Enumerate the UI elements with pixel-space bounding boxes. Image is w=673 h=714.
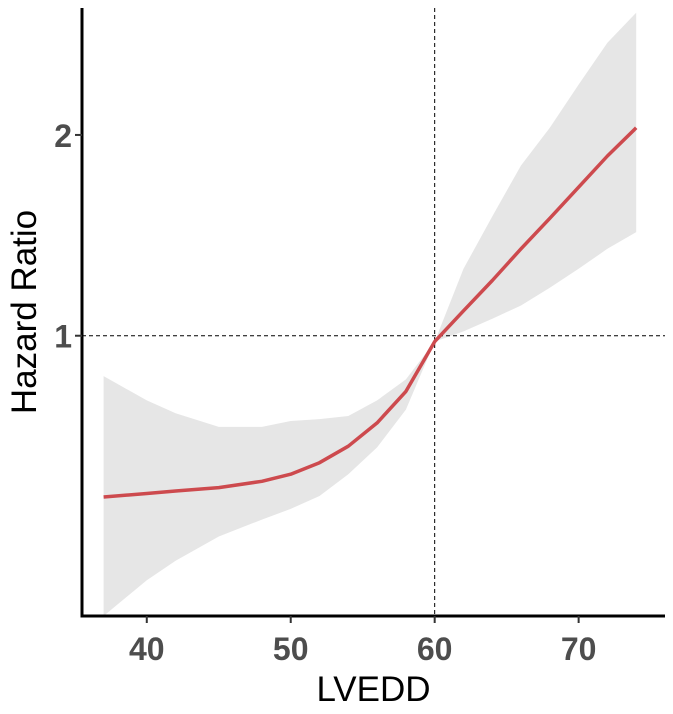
x-axis-title: LVEDD (316, 670, 430, 709)
x-axis-ticks: 40 50 60 70 (129, 616, 596, 667)
x-tick-label: 50 (273, 631, 309, 667)
y-tick-label: 2 (54, 118, 72, 154)
confidence-band (103, 12, 637, 616)
x-tick-label: 40 (129, 631, 165, 667)
x-tick-label: 70 (561, 631, 597, 667)
hazard-ratio-line (103, 126, 638, 499)
y-axis-ticks: 12 (54, 118, 82, 355)
y-axis-title: Hazard Ratio (5, 210, 44, 414)
x-tick-label: 60 (417, 631, 453, 667)
y-tick-label: 1 (54, 319, 72, 355)
